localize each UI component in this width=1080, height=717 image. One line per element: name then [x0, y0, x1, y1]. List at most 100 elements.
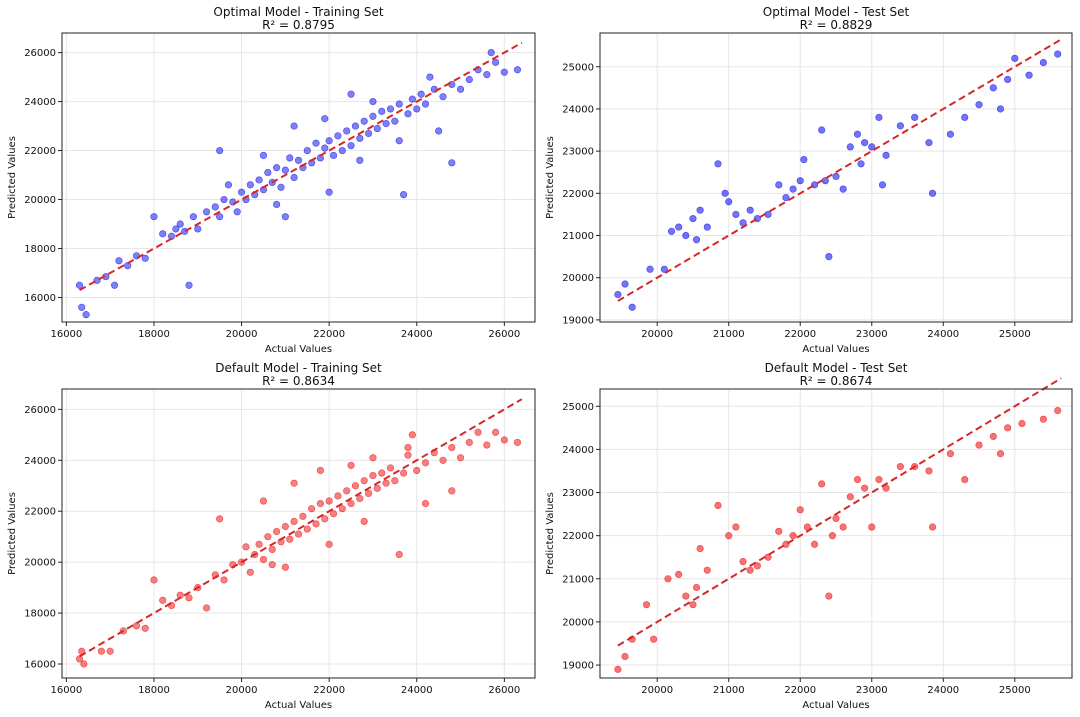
data-point: [294, 156, 303, 164]
data-point: [172, 225, 180, 233]
chart-subtitle: R² = 0.8674: [800, 374, 873, 388]
data-point: [703, 566, 711, 574]
data-point: [714, 160, 722, 168]
data-point: [347, 142, 355, 150]
data-point: [216, 213, 224, 221]
x-tick-label: 22000: [784, 329, 816, 340]
y-tick-label: 22000: [24, 146, 56, 157]
data-point: [714, 501, 722, 510]
data-point: [259, 497, 268, 505]
y-tick-label: 26000: [24, 48, 56, 59]
reference-line: [79, 41, 523, 292]
data-point: [513, 66, 522, 74]
y-tick-label: 23000: [562, 488, 594, 499]
data-point: [448, 80, 456, 89]
data-point: [132, 252, 141, 260]
data-point: [925, 139, 933, 147]
data-point: [343, 127, 351, 135]
data-point: [255, 176, 263, 184]
data-point: [351, 122, 360, 130]
data-point: [1054, 406, 1062, 415]
data-point: [329, 151, 338, 160]
data-point: [692, 236, 701, 244]
data-point: [465, 438, 473, 447]
data-point: [810, 540, 819, 548]
data-point: [364, 129, 373, 138]
data-point: [435, 127, 443, 135]
y-tick-label: 25000: [562, 62, 594, 73]
x-tick-label: 23000: [856, 685, 888, 696]
data-point: [975, 441, 983, 449]
y-tick-label: 20000: [24, 195, 56, 206]
data-point: [660, 265, 668, 273]
data-point: [321, 515, 329, 523]
reference-line: [79, 398, 523, 658]
data-point: [273, 164, 281, 172]
x-tick-label: 22000: [784, 685, 816, 696]
data-point: [132, 622, 141, 630]
data-point: [286, 535, 294, 543]
data-point: [268, 545, 276, 554]
data-point: [1054, 50, 1062, 58]
y-tick-label: 21000: [562, 231, 594, 242]
data-point: [746, 206, 754, 214]
x-axis-label: Actual Values: [265, 344, 332, 355]
data-point: [732, 210, 740, 219]
data-point: [321, 144, 329, 152]
data-point: [1018, 419, 1026, 428]
data-point: [483, 71, 491, 79]
data-point: [621, 280, 629, 288]
data-point: [861, 484, 869, 492]
data-point: [782, 193, 790, 202]
data-point: [946, 130, 955, 138]
data-point: [682, 231, 690, 240]
data-point: [211, 203, 219, 211]
chart-4: 20000 21000 22000 23000 24000 25000 19000 20000…: [545, 361, 1073, 711]
x-tick-label: 20000: [226, 329, 258, 340]
data-point: [369, 112, 377, 120]
data-point: [725, 532, 733, 540]
data-point: [281, 166, 289, 174]
x-tick-label: 25000: [999, 329, 1031, 340]
data-point: [946, 450, 955, 458]
chart-1: 16000 18000 20000 22000 24000 26000 16000 18000…: [7, 5, 536, 355]
data-point: [281, 522, 289, 531]
data-point: [224, 181, 233, 189]
x-tick-label: 24000: [401, 329, 433, 340]
data-point: [696, 206, 704, 214]
data-point: [961, 113, 969, 121]
data-point: [413, 105, 421, 113]
x-tick-label: 24000: [401, 685, 433, 696]
data-point: [404, 451, 412, 459]
y-tick-label: 24000: [562, 104, 594, 115]
data-point: [696, 544, 704, 553]
y-tick-label: 24000: [24, 97, 56, 108]
data-point: [216, 146, 224, 155]
data-point: [360, 477, 368, 485]
data-point: [312, 139, 320, 147]
data-point: [675, 570, 683, 579]
data-point: [725, 198, 733, 206]
y-tick-label: 18000: [24, 244, 56, 255]
data-point: [378, 469, 386, 477]
y-tick-label: 23000: [562, 147, 594, 158]
data-point: [242, 543, 250, 551]
data-point: [825, 592, 833, 600]
data-point: [996, 450, 1005, 458]
data-point: [721, 189, 729, 197]
x-tick-label: 24000: [927, 685, 959, 696]
plot-frame: [61, 32, 536, 323]
data-point: [364, 489, 373, 497]
data-point: [746, 566, 754, 574]
x-tick-label: 23000: [856, 329, 888, 340]
data-point: [789, 185, 797, 193]
data-point: [1039, 415, 1047, 423]
data-point: [329, 510, 338, 518]
data-point: [621, 652, 629, 661]
data-point: [316, 499, 324, 508]
data-point: [264, 169, 272, 177]
x-tick-label: 26000: [488, 329, 520, 340]
data-point: [739, 557, 747, 566]
data-point: [159, 230, 167, 238]
data-point: [925, 467, 933, 475]
